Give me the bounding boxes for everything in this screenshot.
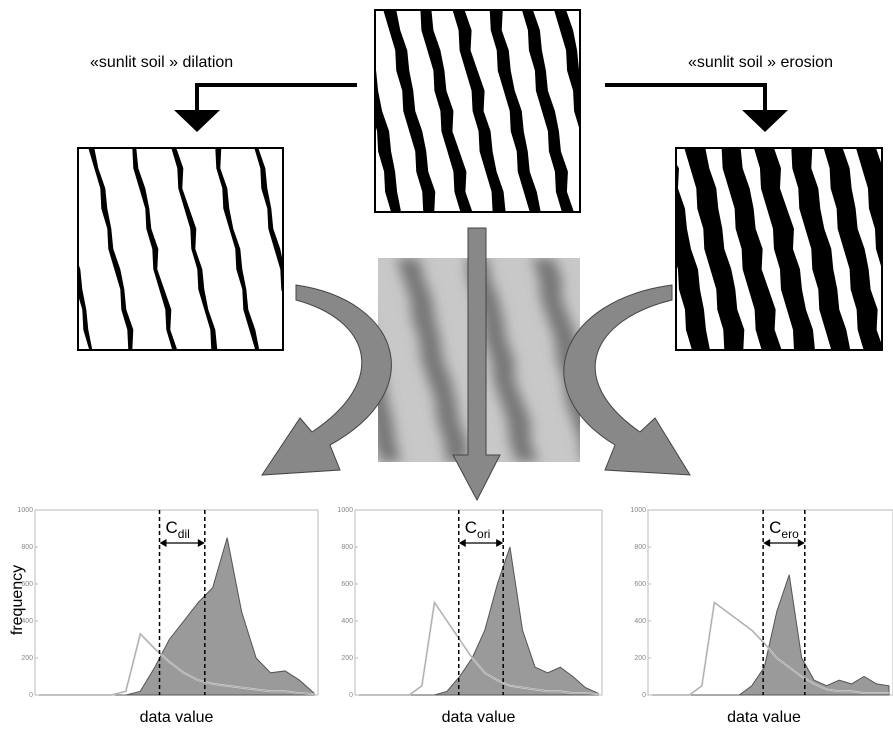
arrow-head (763, 539, 771, 547)
arrow-head (159, 539, 167, 547)
image-frame (374, 9, 581, 213)
interval-subscript: ero (781, 527, 799, 541)
image-frame (77, 147, 284, 351)
stripe (254, 148, 283, 296)
stripe (855, 148, 882, 270)
interval-letter: C (166, 518, 178, 537)
y-tick-label: 600 (21, 581, 33, 588)
y-tick-label: 600 (634, 581, 646, 588)
dilation-image (78, 148, 339, 350)
stripe (375, 67, 402, 212)
stripe (420, 10, 473, 212)
stripe (452, 10, 506, 212)
y-tick-label: 400 (21, 618, 33, 625)
y-axis-label: frequency (9, 565, 26, 635)
y-tick-label: 200 (634, 655, 646, 662)
y-tick-label: 0 (349, 692, 353, 699)
y-tick-label: 0 (29, 692, 33, 699)
stripe (78, 262, 93, 350)
erosion-label: «sunlit soil » erosion (688, 54, 833, 71)
interval-letter: C (465, 518, 477, 537)
y-tick-label: 800 (634, 544, 646, 551)
y-tick-label: 200 (21, 655, 33, 662)
stripe (753, 148, 815, 350)
interval-subscript: ori (477, 527, 490, 541)
stripe (823, 148, 882, 350)
erosion-image (676, 148, 882, 350)
arrow-head (197, 539, 205, 547)
grey-arrows (261, 227, 691, 502)
stripe (396, 258, 468, 462)
y-tick-label: 800 (21, 544, 33, 551)
original-image (375, 10, 642, 212)
x-axis-label: data value (140, 709, 214, 726)
stripe (554, 10, 580, 131)
stripe (171, 148, 218, 350)
interval-label: Cdil (166, 518, 190, 541)
stripe (591, 10, 642, 212)
dilation-label: «sunlit soil » dilation (90, 54, 233, 71)
y-tick-label: 1000 (337, 507, 353, 514)
y-tick-label: 600 (341, 581, 353, 588)
y-tick-label: 1000 (17, 507, 33, 514)
y-tick-label: 400 (341, 618, 353, 625)
stripe (521, 10, 574, 212)
y-tick-label: 800 (341, 544, 353, 551)
histogram-area (652, 574, 890, 696)
histogram-area (359, 546, 599, 696)
stripe (383, 10, 436, 212)
interval-label: Cero (769, 518, 799, 541)
interval-label: Cori (465, 518, 491, 541)
arrow-head (797, 539, 805, 547)
arrow-head (496, 539, 504, 547)
interval-letter: C (769, 518, 781, 537)
black-arrows (174, 83, 788, 132)
stripe (721, 148, 782, 350)
stripe (684, 148, 745, 350)
histogram-line-edge (359, 601, 599, 696)
x-axis-label: data value (727, 709, 801, 726)
y-tick-label: 1000 (630, 507, 646, 514)
stripe (215, 148, 260, 350)
stripe (489, 10, 541, 212)
histogram-line-edge (39, 633, 315, 696)
image-frame (675, 147, 883, 351)
y-tick-label: 400 (634, 618, 646, 625)
interval-subscript: dil (178, 527, 190, 541)
stripe (791, 148, 851, 350)
stripe (88, 148, 134, 350)
arrow-head (458, 539, 466, 547)
y-tick-label: 0 (642, 692, 646, 699)
x-axis-label: data value (442, 709, 516, 726)
histogram-area (39, 537, 315, 696)
stripe (531, 258, 580, 443)
stripe (676, 163, 710, 350)
y-tick-label: 200 (341, 655, 353, 662)
stripe (293, 148, 339, 350)
stripe (132, 148, 178, 350)
histogram-line-edge (652, 601, 889, 696)
